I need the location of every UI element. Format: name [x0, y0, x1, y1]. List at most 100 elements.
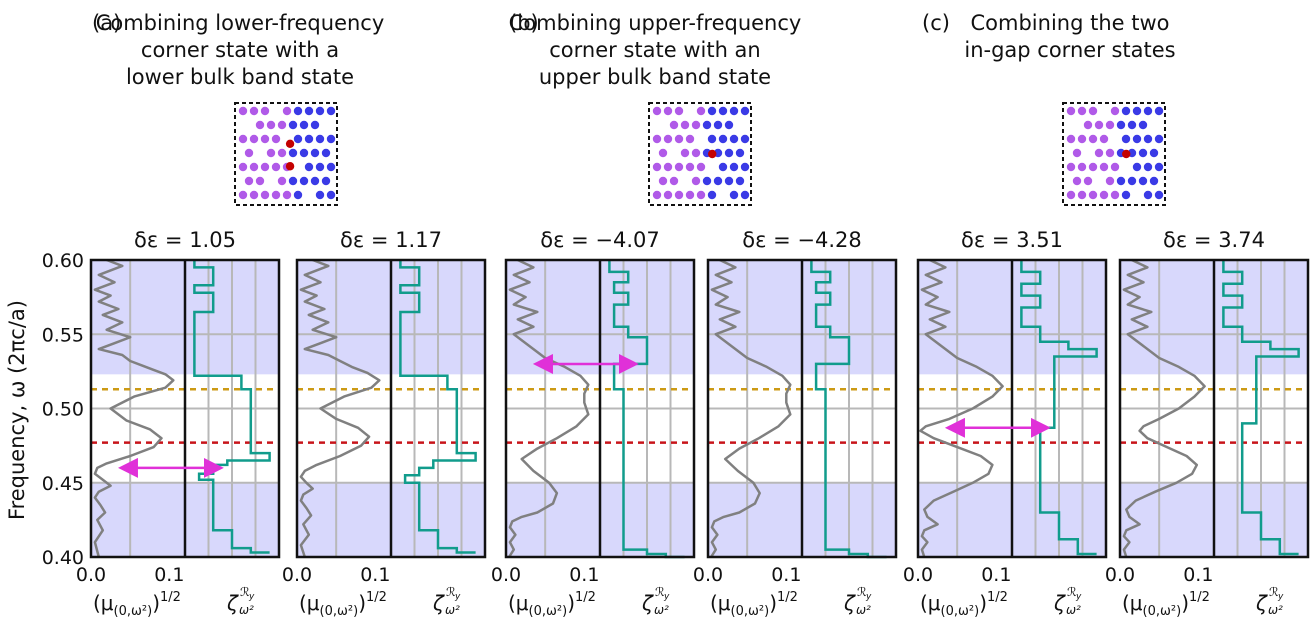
blue-site-dot — [1143, 162, 1153, 172]
purple-site-dot — [249, 162, 259, 172]
purple-site-dot — [1066, 134, 1076, 144]
purple-site-dot — [669, 176, 679, 186]
blue-site-dot — [1121, 106, 1131, 116]
blue-site-dot — [293, 134, 303, 144]
purple-site-dot — [685, 134, 695, 144]
purple-site-dot — [1077, 190, 1087, 200]
blue-site-dot — [718, 134, 728, 144]
purple-site-dot — [1094, 148, 1104, 158]
x-tick-label: 0.1 — [981, 564, 1011, 586]
purple-site-dot — [696, 106, 706, 116]
x-axis-label-zeta: ζ — [226, 591, 239, 615]
purple-site-dot — [1099, 190, 1109, 200]
panel-frame — [1118, 258, 1310, 559]
x-axis-label-zeta-sup: ℛ — [857, 585, 867, 599]
panel-label-a: (a) — [92, 11, 121, 35]
blue-site-dot — [293, 106, 303, 116]
x-axis-label-mu: (μ(0,ω²))1/2 — [1122, 590, 1210, 618]
blue-site-dot — [1154, 162, 1164, 172]
blue-site-dot — [729, 162, 739, 172]
purple-site-dot — [1105, 120, 1115, 130]
blue-site-dot — [713, 176, 723, 186]
blue-site-dot — [304, 106, 314, 116]
blue-site-dot — [1132, 134, 1142, 144]
blue-site-dot — [321, 148, 331, 158]
purple-site-dot — [1072, 148, 1082, 158]
purple-site-dot — [249, 106, 259, 116]
x-axis-label-zeta-sub: ω² — [856, 603, 871, 617]
purple-site-dot — [277, 120, 287, 130]
blue-site-dot — [310, 176, 320, 186]
red-site-dot — [285, 139, 295, 148]
x-tick-label: 0.1 — [771, 564, 801, 586]
purple-site-dot — [1105, 148, 1115, 158]
blue-site-dot — [288, 148, 298, 158]
purple-site-dot — [260, 190, 270, 200]
panel-title-line: Combining lower-frequency — [96, 11, 385, 35]
lattice-inset — [234, 102, 338, 206]
x-axis-label-zeta: ζ — [1255, 591, 1268, 615]
purple-site-dot — [1077, 162, 1087, 172]
purple-site-dot — [255, 176, 265, 186]
delta-eps-label: δε = 3.51 — [961, 228, 1063, 252]
zeta-series-line — [193, 260, 271, 554]
purple-site-dot — [663, 162, 673, 172]
purple-site-dot — [271, 190, 281, 200]
panel-label-b: (b) — [509, 11, 539, 35]
purple-site-dot — [1083, 120, 1093, 130]
blue-site-dot — [735, 148, 745, 158]
purple-site-dot — [1110, 190, 1120, 200]
panel-title-line: corner state with a — [141, 38, 339, 62]
x-tick-label: 0.0 — [491, 564, 521, 586]
blue-site-dot — [315, 162, 325, 172]
x-axis-label-zeta-supsub: y — [1075, 592, 1082, 602]
blue-site-dot — [724, 176, 734, 186]
purple-site-dot — [652, 134, 662, 144]
mu-series-line — [710, 258, 792, 558]
x-axis-label-zeta-sup: ℛ — [655, 585, 665, 599]
blue-site-dot — [1132, 106, 1142, 116]
blue-site-dot — [1116, 176, 1126, 186]
purple-site-dot — [1072, 176, 1082, 186]
blue-site-dot — [707, 134, 717, 144]
purple-site-dot — [1077, 134, 1087, 144]
lattice-border — [1062, 102, 1166, 206]
purple-site-dot — [696, 162, 706, 172]
purple-site-dot — [238, 190, 248, 200]
x-axis-label-zeta-sup: ℛ — [1067, 585, 1077, 599]
x-axis-label-zeta-supsub: y — [248, 592, 255, 602]
blue-site-dot — [1143, 190, 1153, 200]
blue-site-dot — [707, 190, 717, 200]
panel-title-line: Combining upper-frequency — [509, 11, 802, 35]
purple-site-dot — [680, 120, 690, 130]
purple-site-dot — [238, 162, 248, 172]
mu-series-line — [508, 258, 590, 558]
blue-site-dot — [1138, 148, 1148, 158]
mu-series-line — [1122, 258, 1206, 558]
purple-site-dot — [266, 148, 276, 158]
purple-site-dot — [1077, 106, 1087, 116]
x-axis-label-zeta-sup: ℛ — [446, 585, 456, 599]
blue-site-dot — [1154, 190, 1164, 200]
purple-site-dot — [1105, 176, 1115, 186]
purple-site-dot — [244, 148, 254, 158]
blue-site-dot — [740, 106, 750, 116]
purple-site-dot — [271, 134, 281, 144]
blue-site-dot — [310, 148, 320, 158]
delta-eps-label: δε = 1.17 — [340, 228, 442, 252]
purple-site-dot — [238, 134, 248, 144]
zeta-series-line — [1222, 260, 1300, 556]
mu-series-line — [299, 258, 381, 558]
purple-site-dot — [696, 190, 706, 200]
blue-site-dot — [304, 162, 314, 172]
blue-site-dot — [1143, 134, 1153, 144]
panel-title-line: Combining the two — [971, 11, 1170, 35]
purple-site-dot — [652, 162, 662, 172]
lattice-border — [234, 102, 338, 206]
blue-site-dot — [1138, 176, 1148, 186]
x-tick-label: 0.1 — [154, 564, 184, 586]
blue-site-dot — [1154, 134, 1164, 144]
blue-site-dot — [304, 134, 314, 144]
